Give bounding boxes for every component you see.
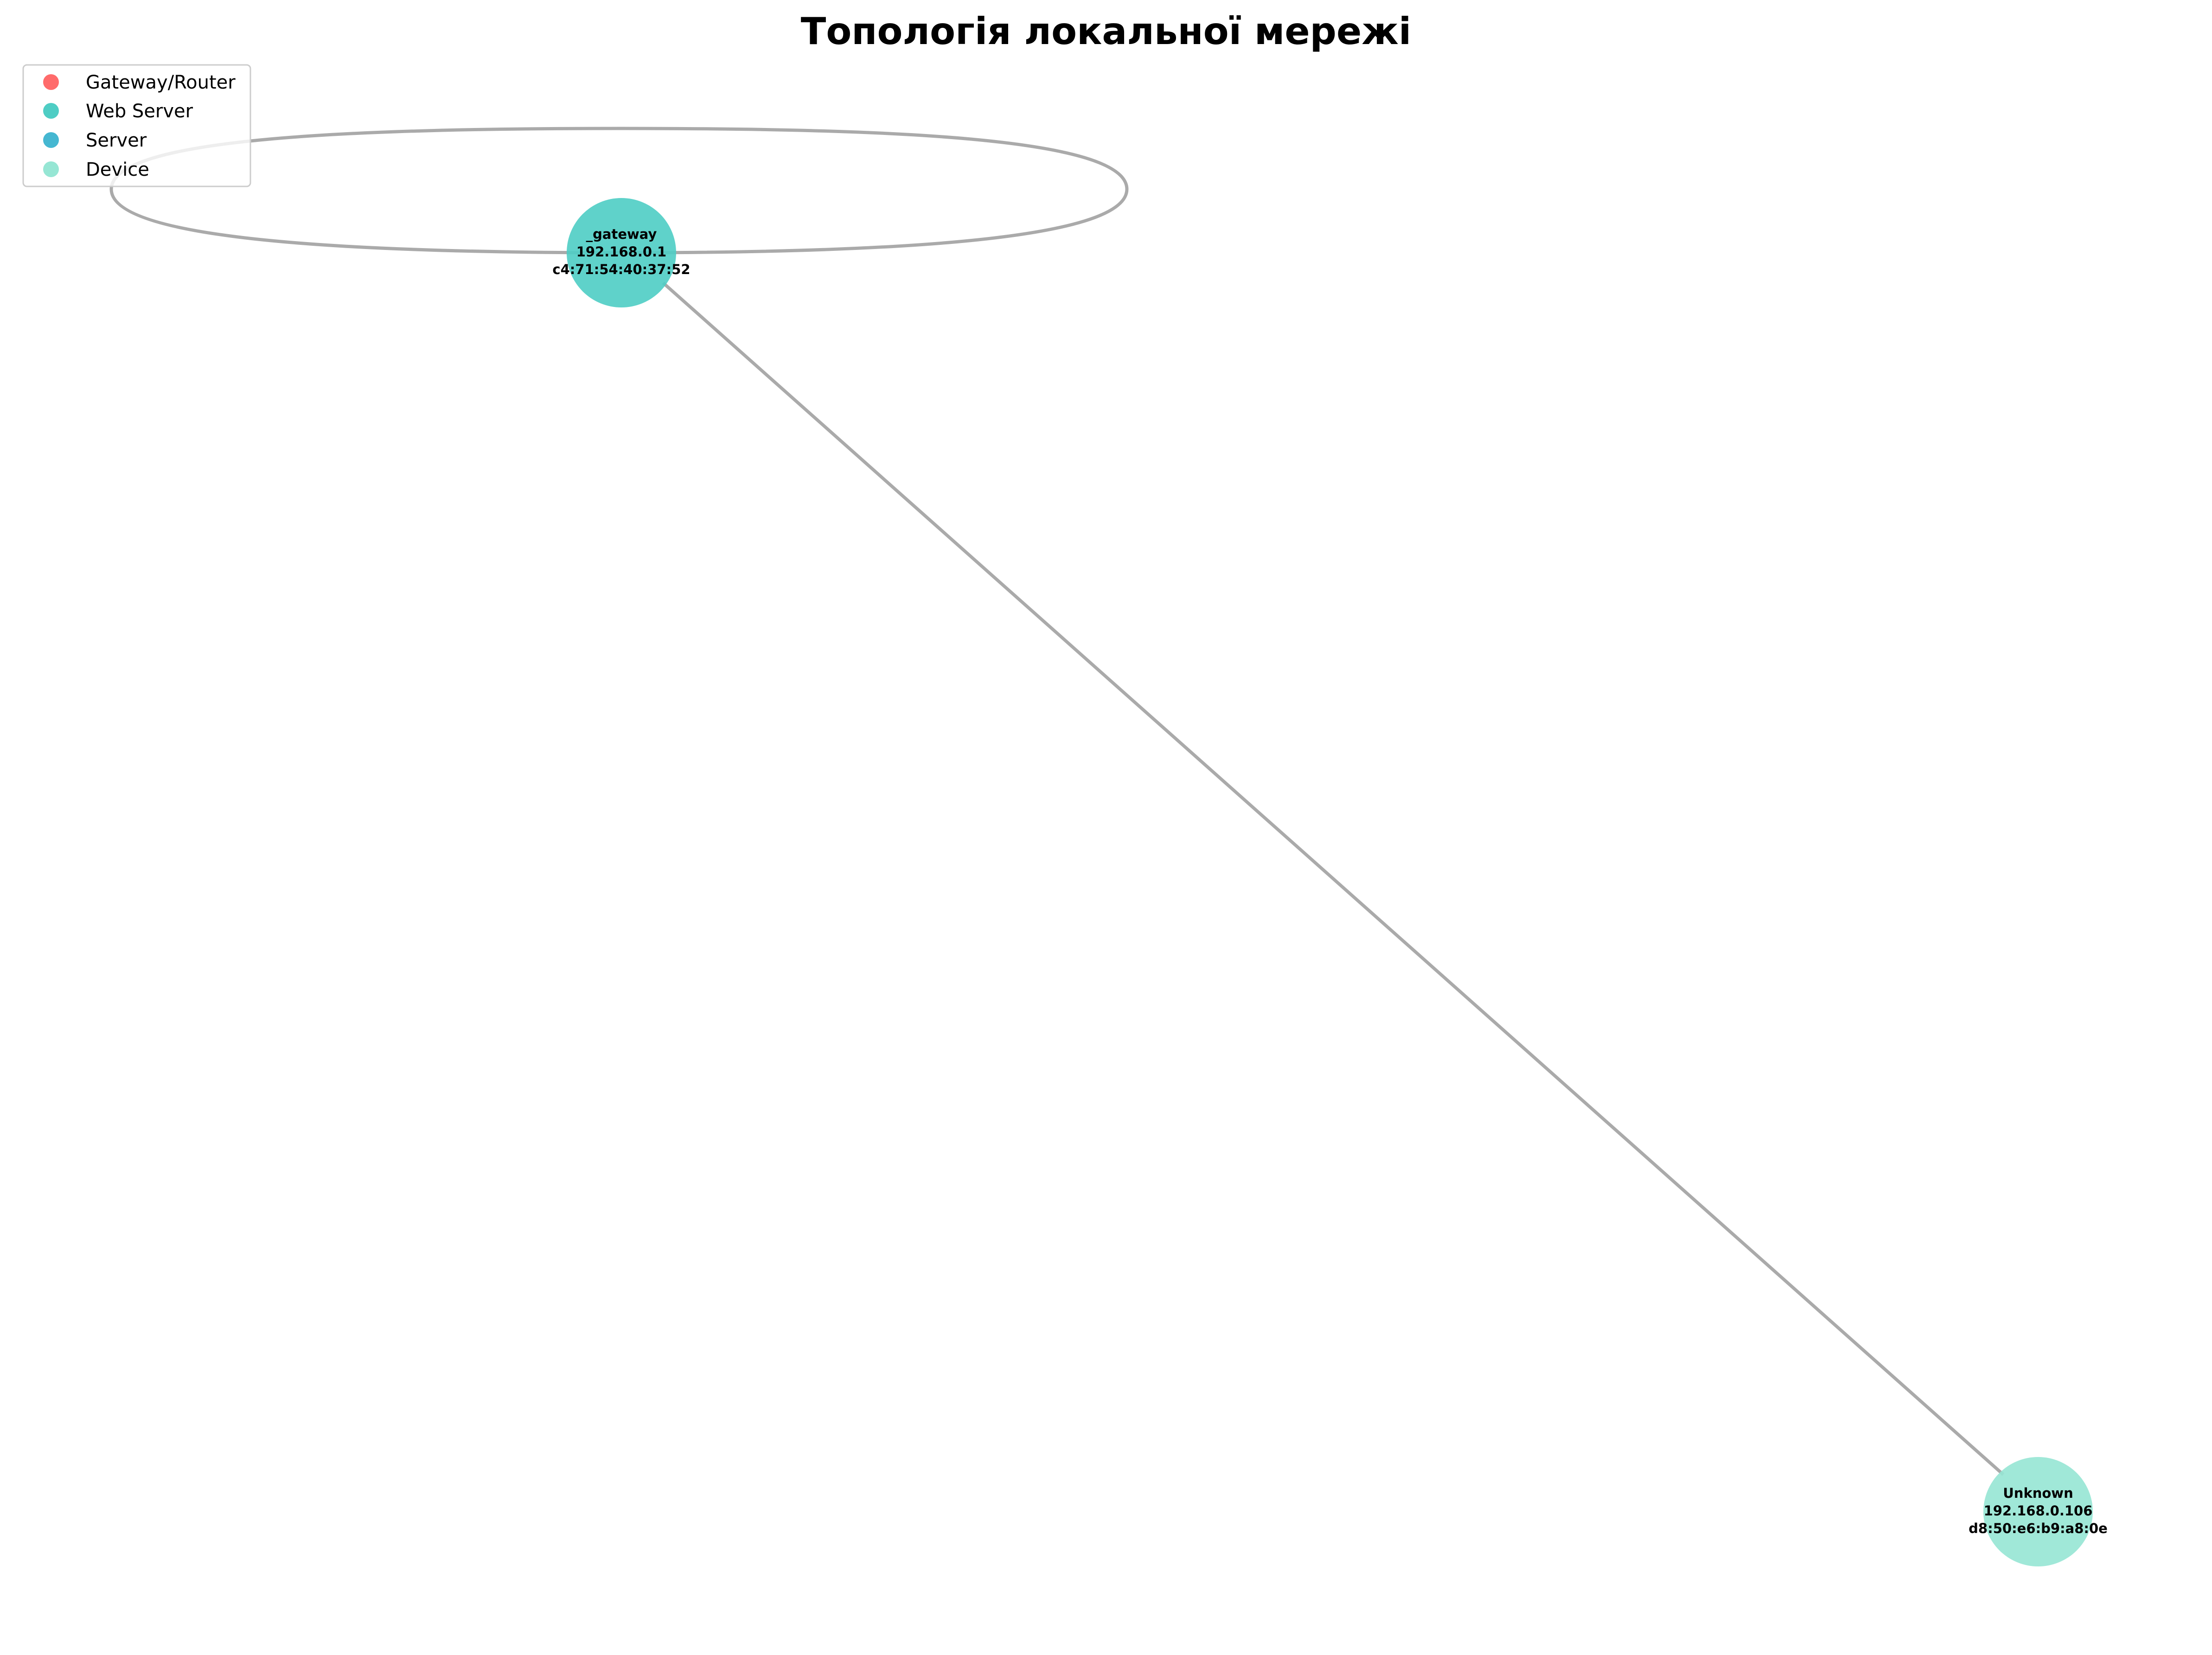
legend-item-web-server: Web Server bbox=[43, 101, 193, 122]
legend-label-web-server: Web Server bbox=[86, 101, 193, 122]
node-gateway[interactable]: _gateway 192.168.0.1 c4:71:54:40:37:52 bbox=[552, 198, 690, 307]
node-unknown-name: Unknown bbox=[2003, 1485, 2073, 1501]
legend-marker-gateway-router bbox=[43, 74, 59, 90]
legend-marker-web-server bbox=[43, 103, 59, 119]
legend-label-gateway-router: Gateway/Router bbox=[86, 72, 236, 93]
legend: Gateway/Router Web Server Server Device bbox=[22, 64, 251, 187]
legend-item-device: Device bbox=[43, 159, 149, 180]
edge-gateway-unknown bbox=[662, 281, 2005, 1476]
node-gateway-name: _gateway bbox=[586, 226, 657, 242]
diagram-title: Топологія локальної мережі bbox=[801, 10, 1411, 53]
legend-item-gateway-router: Gateway/Router bbox=[43, 72, 236, 93]
node-unknown-circle[interactable] bbox=[1983, 1457, 2093, 1566]
node-unknown-ip: 192.168.0.106 bbox=[1984, 1503, 2093, 1519]
node-gateway-ip: 192.168.0.1 bbox=[576, 244, 666, 260]
edge-gateway-self-loop bbox=[109, 127, 1129, 255]
node-gateway-circle[interactable] bbox=[567, 198, 676, 307]
node-gateway-mac: c4:71:54:40:37:52 bbox=[552, 262, 690, 277]
legend-item-server: Server bbox=[43, 130, 147, 151]
legend-box bbox=[22, 64, 251, 187]
legend-label-server: Server bbox=[86, 130, 147, 151]
node-unknown-mac: d8:50:e6:b9:a8:0e bbox=[1969, 1521, 2108, 1536]
legend-marker-device bbox=[43, 161, 59, 177]
legend-label-device: Device bbox=[86, 159, 149, 180]
node-unknown[interactable]: Unknown 192.168.0.106 d8:50:e6:b9:a8:0e bbox=[1969, 1457, 2108, 1566]
edges bbox=[109, 127, 2005, 1476]
legend-marker-server bbox=[43, 132, 59, 148]
